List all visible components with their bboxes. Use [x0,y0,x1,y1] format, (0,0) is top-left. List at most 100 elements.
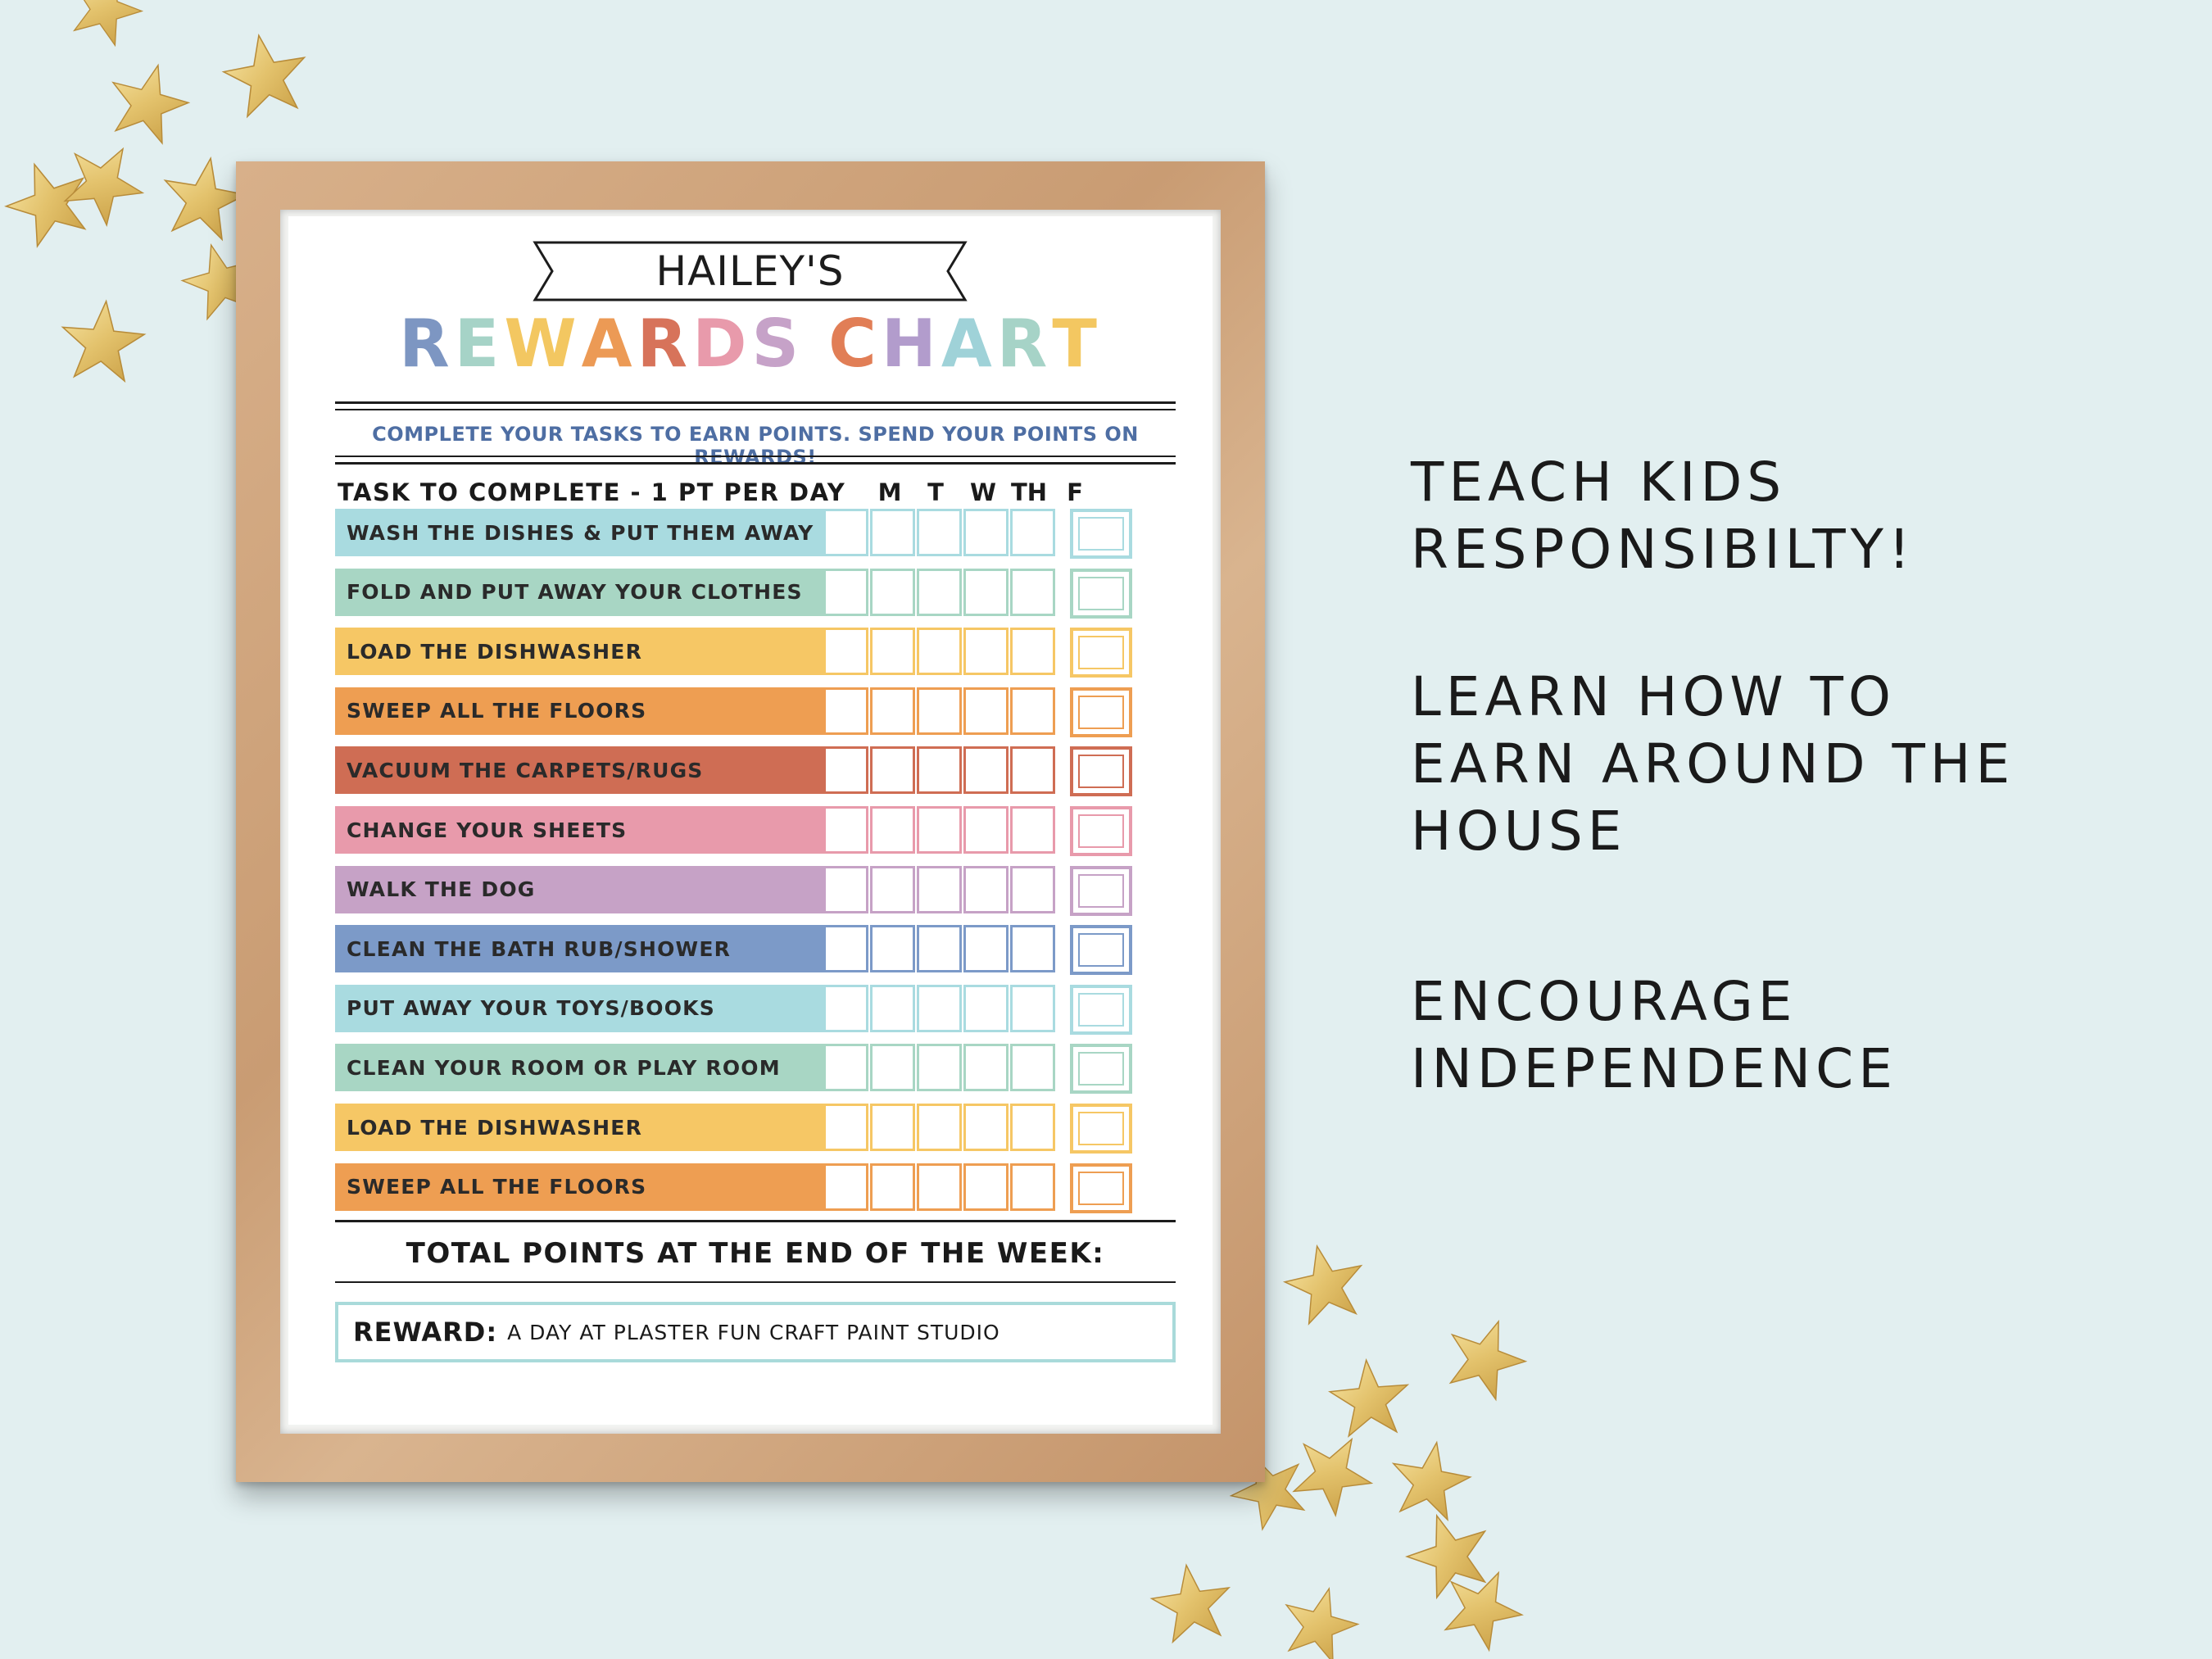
day-checkbox-w[interactable] [917,925,962,973]
day-checkbox-t[interactable] [870,687,915,735]
day-checkbox-t[interactable] [870,1044,915,1092]
day-checkbox-f[interactable] [1010,1163,1055,1211]
day-checkbox-th[interactable] [963,687,1009,735]
points-total-box[interactable] [1070,746,1132,797]
points-total-box[interactable] [1070,865,1132,916]
day-checkbox-th[interactable] [963,865,1009,913]
star-icon [1274,1578,1366,1659]
day-checkbox-f[interactable] [1010,984,1055,1032]
day-checkbox-f[interactable] [1010,628,1055,676]
pitch-block-independence: ENCOURAGE INDEPENDENCE [1411,968,1897,1103]
day-checkbox-f[interactable] [1010,568,1055,616]
day-checkbox-t[interactable] [870,509,915,556]
star-icon [61,0,152,51]
day-checkbox-t[interactable] [870,984,915,1032]
points-total-box[interactable] [1070,568,1132,619]
day-checkbox-m[interactable] [823,687,868,735]
day-checkbox-w[interactable] [917,687,962,735]
points-total-box[interactable] [1070,1163,1132,1213]
day-checkbox-t[interactable] [870,1104,915,1151]
picture-frame: HAILEY'S REWARDS CHART COMPLETE YOUR TAS… [236,161,1265,1482]
task-row: WALK THE DOG [335,865,1179,916]
day-checkbox-f[interactable] [1010,687,1055,735]
title-letter: A [581,306,637,382]
task-label: CHANGE YOUR SHEETS [347,818,628,842]
day-checkbox-w[interactable] [917,568,962,616]
day-checkbox-w[interactable] [917,746,962,795]
day-checkbox-w[interactable] [917,984,962,1032]
day-checkbox-t[interactable] [870,865,915,913]
day-checkbox-w[interactable] [917,1044,962,1092]
title-letter: E [454,306,505,382]
day-checkbox-th[interactable] [963,746,1009,795]
day-checkbox-th[interactable] [963,1044,1009,1092]
day-checkbox-m[interactable] [823,509,868,556]
pitch-block-earn: LEARN HOW TO EARN AROUND THE HOUSE [1411,664,2015,865]
points-total-box[interactable] [1070,806,1132,856]
day-checkbox-th[interactable] [963,806,1009,854]
task-row: CHANGE YOUR SHEETS [335,806,1179,856]
day-checkbox-m[interactable] [823,925,868,973]
day-checkbox-f[interactable] [1010,1104,1055,1151]
day-checkbox-th[interactable] [963,628,1009,676]
day-checkbox-w[interactable] [917,1104,962,1151]
day-checkbox-th[interactable] [963,1163,1009,1211]
task-row: FOLD AND PUT AWAY YOUR CLOTHES [335,568,1179,619]
day-checkbox-th[interactable] [963,984,1009,1032]
points-total-box[interactable] [1070,984,1132,1035]
points-total-box[interactable] [1070,925,1132,976]
day-checkbox-f[interactable] [1010,746,1055,795]
pitch-block-responsibility: TEACH KIDS RESPONSIBILTY! [1411,449,1915,583]
day-checkbox-w[interactable] [917,509,962,556]
ribbon-icon [533,241,968,301]
points-total-box[interactable] [1070,1104,1132,1154]
day-checkbox-t[interactable] [870,746,915,795]
day-checkbox-m[interactable] [823,1104,868,1151]
day-checkbox-t[interactable] [870,925,915,973]
points-total-box[interactable] [1070,1044,1132,1095]
day-checkbox-f[interactable] [1010,1044,1055,1092]
day-checkbox-m[interactable] [823,568,868,616]
star-icon [51,129,157,233]
star-icon [1326,1356,1412,1439]
divider [335,1281,1176,1283]
task-label-bar: LOAD THE DISHWASHER [335,1104,856,1151]
day-checkbox-f[interactable] [1010,509,1055,556]
points-total-box[interactable] [1070,628,1132,678]
day-checkbox-m[interactable] [823,806,868,854]
day-checkbox-w[interactable] [917,1163,962,1211]
title-letter: D [692,306,752,382]
day-checkbox-f[interactable] [1010,865,1055,913]
task-column-header: TASK TO COMPLETE - 1 PT PER DAY [338,478,846,506]
task-row: SWEEP ALL THE FLOORS [335,687,1179,737]
day-checkbox-w[interactable] [917,628,962,676]
divider [335,1220,1176,1222]
day-checkbox-m[interactable] [823,628,868,676]
day-checkbox-w[interactable] [917,865,962,913]
day-checkbox-t[interactable] [870,1163,915,1211]
day-checkbox-m[interactable] [823,746,868,795]
points-total-box[interactable] [1070,509,1132,559]
day-checkbox-t[interactable] [870,628,915,676]
points-total-box[interactable] [1070,687,1132,737]
task-row: CLEAN YOUR ROOM OR PLAY ROOM [335,1044,1179,1095]
day-header: T [927,478,944,506]
day-checkbox-th[interactable] [963,568,1009,616]
day-checkbox-f[interactable] [1010,925,1055,973]
day-checkbox-t[interactable] [870,568,915,616]
day-checkbox-t[interactable] [870,806,915,854]
day-checkbox-f[interactable] [1010,806,1055,854]
day-checkbox-m[interactable] [823,1044,868,1092]
day-checkbox-th[interactable] [963,1104,1009,1151]
total-points-label: TOTAL POINTS AT THE END OF THE WEEK: [406,1237,1105,1270]
day-checkbox-th[interactable] [963,925,1009,973]
day-checkbox-m[interactable] [823,1163,868,1211]
star-icon [1147,1559,1236,1645]
star-icon [0,149,101,252]
day-checkbox-th[interactable] [963,509,1009,556]
day-checkbox-w[interactable] [917,806,962,854]
task-row: SWEEP ALL THE FLOORS [335,1163,1179,1213]
day-checkbox-m[interactable] [823,865,868,913]
day-checkbox-m[interactable] [823,984,868,1032]
star-icon [57,297,148,383]
